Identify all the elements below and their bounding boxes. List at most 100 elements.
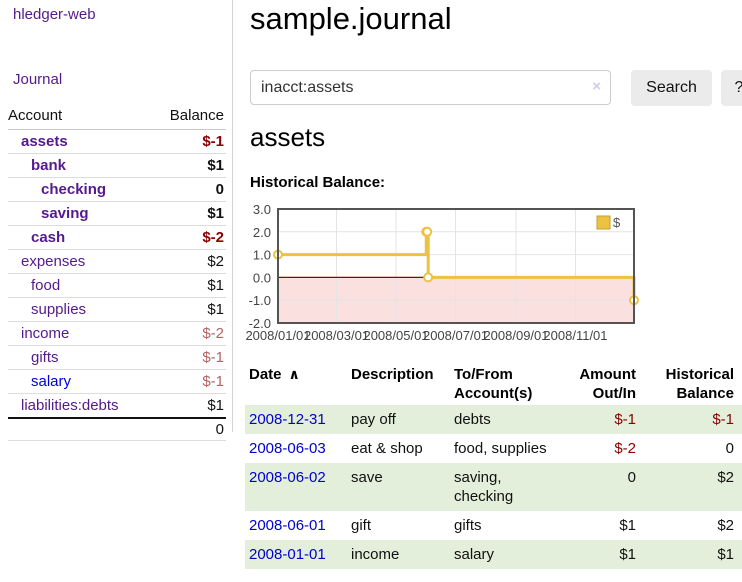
transaction-row: 2008-06-03 eat & shop food, supplies $-2 0: [245, 434, 742, 463]
transaction-amount: $-1: [614, 411, 636, 428]
transaction-balance: 0: [725, 440, 734, 457]
account-link[interactable]: food: [31, 277, 61, 294]
transaction-date-cell: 2008-01-01: [245, 540, 347, 569]
account-row: salary $-1: [8, 370, 226, 394]
register-body: 2008-12-31 pay off debts $-1 $-1 2008-06-03 ea…: [245, 405, 742, 569]
x-axis-tick-label: 2008/09/01: [483, 328, 548, 343]
transaction-accounts: food, supplies: [454, 440, 547, 457]
column-header-date[interactable]: Date ∧: [245, 363, 347, 405]
account-link[interactable]: checking: [41, 181, 107, 198]
search-button[interactable]: Search: [631, 70, 712, 106]
sidebar: hledger-web Journal Account Balance asse…: [0, 0, 233, 441]
account-link[interactable]: expenses: [21, 253, 86, 270]
brand-link[interactable]: hledger-web: [13, 6, 96, 23]
account-link[interactable]: bank: [31, 157, 67, 174]
y-axis-tick-label: 2.0: [253, 225, 271, 240]
account-balance: $2: [207, 253, 224, 270]
data-point-marker: [423, 272, 434, 283]
transaction-accounts: debts: [454, 411, 491, 428]
help-button[interactable]: ?: [721, 70, 742, 106]
transaction-balance: $2: [717, 469, 734, 486]
account-link[interactable]: saving: [41, 205, 89, 222]
transaction-date-link[interactable]: 2008-06-03: [249, 440, 326, 457]
plot-border: [277, 208, 635, 324]
account-heading: assets: [250, 122, 326, 152]
transaction-date-link[interactable]: 2008-12-31: [249, 411, 326, 428]
transaction-date-link[interactable]: 2008-06-01: [249, 517, 326, 534]
search-input[interactable]: [250, 70, 611, 105]
date-header-label: Date: [249, 366, 282, 383]
account-balance: 0: [215, 181, 224, 198]
account-row: liabilities:debts $1: [8, 394, 226, 418]
account-balance: $1: [207, 301, 224, 318]
transaction-balance: $2: [717, 517, 734, 534]
account-link[interactable]: income: [21, 325, 70, 342]
transaction-date-cell: 2008-12-31: [245, 405, 347, 434]
transaction-description: income: [351, 546, 400, 563]
search-box: ×: [250, 70, 611, 105]
transaction-description: gift: [351, 517, 372, 534]
account-balance: $1: [207, 157, 224, 174]
account-balance: $-1: [202, 373, 224, 390]
x-axis-tick-label: 2008/01/01: [245, 328, 310, 343]
account-balance: $-1: [202, 349, 224, 366]
y-axis-tick-label: 3.0: [253, 203, 271, 217]
account-link[interactable]: gifts: [31, 349, 59, 366]
column-header-description: Description: [351, 366, 434, 383]
y-axis-tick-label: 1.0: [253, 248, 271, 263]
account-row: checking 0: [8, 178, 226, 202]
transaction-balance: $-1: [712, 411, 734, 428]
accounts-header-balance: Balance: [169, 107, 224, 124]
account-row: expenses $2: [8, 250, 226, 274]
transaction-amount: $1: [619, 546, 636, 563]
accounts-table-header: Account Balance: [8, 103, 226, 130]
transaction-accounts: saving, checking: [454, 469, 514, 505]
account-row: gifts $-1: [8, 346, 226, 370]
transaction-row: 2008-01-01 income salary $1 $1: [245, 540, 742, 569]
transaction-description: save: [351, 469, 383, 486]
register-table: Date ∧ Description To/From Account(s) Amo…: [245, 363, 742, 569]
account-row: income $-2: [8, 322, 226, 346]
accounts-total-value: 0: [215, 421, 224, 438]
transaction-accounts: gifts: [454, 517, 482, 534]
transaction-date-cell: 2008-06-03: [245, 434, 347, 463]
y-axis-tick-label: -2.0: [249, 316, 271, 331]
historical-balance-chart: 3.0 2.0 1.0 0.0 -1.0 -2.02008/01/012008/03/01…: [245, 203, 639, 343]
transaction-description: pay off: [351, 411, 396, 428]
account-link[interactable]: supplies: [31, 301, 87, 318]
transaction-row: 2008-06-01 gift gifts $1 $2: [245, 511, 742, 540]
accounts-total-row: 0: [8, 417, 226, 441]
accounts-table: Account Balance assets $-1 bank $1 checking 0…: [8, 103, 226, 441]
account-balance: $1: [207, 205, 224, 222]
x-axis-tick-label: 2008/03/01: [304, 328, 369, 343]
transaction-amount: $-2: [614, 440, 636, 457]
transaction-amount: 0: [627, 469, 636, 486]
transaction-row: 2008-12-31 pay off debts $-1 $-1: [245, 405, 742, 434]
transaction-description: eat & shop: [351, 440, 423, 457]
main-content: sample.journal × Search ? assets Histori…: [234, 0, 742, 582]
account-link[interactable]: assets: [21, 133, 68, 150]
transaction-amount: $1: [619, 517, 636, 534]
account-row: saving $1: [8, 202, 226, 226]
account-row: cash $-2: [8, 226, 226, 250]
x-axis-tick-label: 2008/05/01: [363, 328, 428, 343]
account-row: food $1: [8, 274, 226, 298]
account-link[interactable]: liabilities:debts: [21, 397, 119, 414]
account-link[interactable]: salary: [31, 373, 72, 390]
account-balance: $-2: [202, 229, 224, 246]
transaction-date-cell: 2008-06-02: [245, 463, 347, 511]
account-balance: $-2: [202, 325, 224, 342]
transaction-row: 2008-06-02 save saving, checking 0 $2: [245, 463, 742, 511]
account-balance: $-1: [202, 133, 224, 150]
accounts-header-account: Account: [8, 107, 63, 124]
transaction-accounts: salary: [454, 546, 495, 563]
x-axis-tick-label: 2008/07/01: [423, 328, 488, 343]
account-row: supplies $1: [8, 298, 226, 322]
column-header-balance: Historical Balance: [665, 366, 734, 402]
transaction-date-link[interactable]: 2008-06-02: [249, 469, 326, 486]
clear-search-icon[interactable]: ×: [592, 78, 601, 95]
sidebar-item-journal[interactable]: Journal: [13, 71, 63, 88]
account-link[interactable]: cash: [31, 229, 66, 246]
search-bar: × Search ?: [250, 70, 742, 106]
transaction-date-link[interactable]: 2008-01-01: [249, 546, 326, 563]
